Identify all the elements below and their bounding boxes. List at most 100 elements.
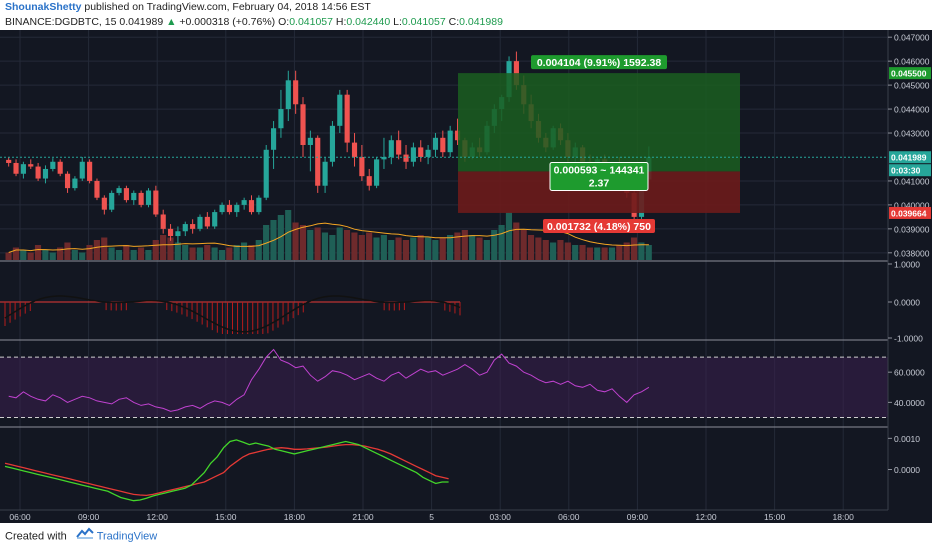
price-axis[interactable] [887,30,932,510]
tradingview-logo-icon[interactable] [76,523,94,550]
volume-bar [211,247,218,260]
volume-bar [292,222,299,260]
quote-bar: BINANCE:DGDBTC, 15 0.041989 ▲ +0.000318 … [0,14,932,30]
volume-bar [167,237,174,260]
macd-tick-label: 0.0000 [894,298,920,308]
author-link[interactable]: ShounakShetty [5,1,82,13]
volume-bar [115,250,123,260]
up-arrow-icon: ▲ [166,16,177,28]
volume-bar [366,232,373,260]
rsi-tick-label: 40.0000 [894,398,925,408]
volume-bar [248,245,255,260]
candle-body [190,224,196,229]
chart-area[interactable]: 0.004104 (9.91%) 1592.38 0.000593 ~ 1443… [0,30,932,523]
long-position-tool[interactable]: 0.004104 (9.91%) 1592.38 0.000593 ~ 1443… [458,55,740,233]
target-label: 0.004104 (9.91%) 1592.38 [537,57,662,69]
time-label: 03:00 [490,512,512,522]
volume-bar [439,237,446,260]
target-label-box [531,55,667,70]
candle-body [87,161,93,181]
volume-bar [432,240,439,260]
volume-bar [454,232,461,260]
publish-bar: ShounakShetty published on TradingView.c… [0,0,932,14]
candle-body [20,164,26,174]
volume-bar [608,247,616,260]
volume-bar [476,237,483,260]
candle-body [418,147,424,157]
volume-bar [240,242,248,260]
volume-bar [277,215,284,260]
time-axis[interactable] [0,509,932,523]
candle-body [138,192,144,205]
volume-bar [601,247,608,260]
open-value: 0.041057 [289,16,333,28]
candle-body [359,156,365,177]
current-price-tag: 0.041989 [891,153,927,163]
macd-tick-label: -1.0000 [894,334,923,344]
price-tick-label: 0.038000 [894,248,930,258]
volume-bar [233,245,240,260]
symbol-label[interactable]: BINANCE:DGDBTC, 15 [5,16,117,28]
oscillator-fast-line [4,439,449,502]
time-label: 15:00 [764,512,786,522]
price-tick-label: 0.041000 [894,176,930,186]
volume-bar [49,252,56,260]
volume-bar [182,245,189,260]
price-change: +0.000318 (+0.76%) [179,16,276,28]
high-value: 0.042440 [346,16,391,28]
time-label: 5 [429,512,434,522]
volume-bar [527,235,535,260]
last-price: 0.041989 [119,16,164,28]
candle-body [410,147,416,162]
price-tick-label: 0.046000 [894,57,930,67]
candle-body [271,128,277,150]
chart-canvas[interactable]: 0.004104 (9.91%) 1592.38 0.000593 ~ 1443… [0,30,932,523]
volume-bar [64,242,71,260]
volume-bar [469,235,476,260]
candle-body [72,178,78,189]
stop-label: 0.001732 (4.18%) 750 [547,221,651,233]
volume-bar [513,222,520,260]
volume-bar [343,230,351,260]
candle-body [131,192,137,201]
rsi-tick-label: 60.0000 [894,368,925,378]
time-label: 12:00 [695,512,717,522]
volume-bar [380,235,387,260]
volume-bar [586,247,593,260]
close-label: C: [448,16,460,28]
candle-body [300,104,306,145]
open-label: O: [278,16,290,28]
volume-bar [196,247,203,260]
stop-price-tag: 0.039664 [891,208,927,218]
candle-body [116,188,122,193]
candle-body [285,80,291,110]
rsi-band-fill [0,357,888,418]
volume-bar [645,245,652,260]
price-axis-ticks: 0.047000 0.046000 0.045000 0.044000 0.043000… [888,33,930,475]
target-zone[interactable] [458,73,740,172]
high-label: H: [335,16,347,28]
grid-lines [0,30,888,510]
candle-body [256,197,262,213]
center-label-line-1: 0.000593 ~ 144341 [554,164,645,176]
volume-bar [351,232,358,260]
candle-body [440,137,446,153]
volume-bar [630,237,638,260]
publish-text: published on TradingView.com, February 0… [81,1,371,13]
volume-bar [535,237,542,260]
volume-bar [358,235,365,260]
price-tick-label: 0.043000 [894,129,930,139]
footer: Created with TradingView [0,523,932,550]
candle-body [64,173,71,189]
candle-body [28,164,34,167]
volume-bar [336,227,343,260]
volume-bar [71,250,78,260]
volume-bar [623,242,630,260]
close-value: 0.041989 [459,16,503,28]
candle-body [241,200,247,205]
candle-body [447,130,453,153]
candle-body [94,180,100,198]
tradingview-brand[interactable]: TradingView [96,530,158,543]
candle-body [388,140,394,157]
volume-bar [218,250,226,260]
